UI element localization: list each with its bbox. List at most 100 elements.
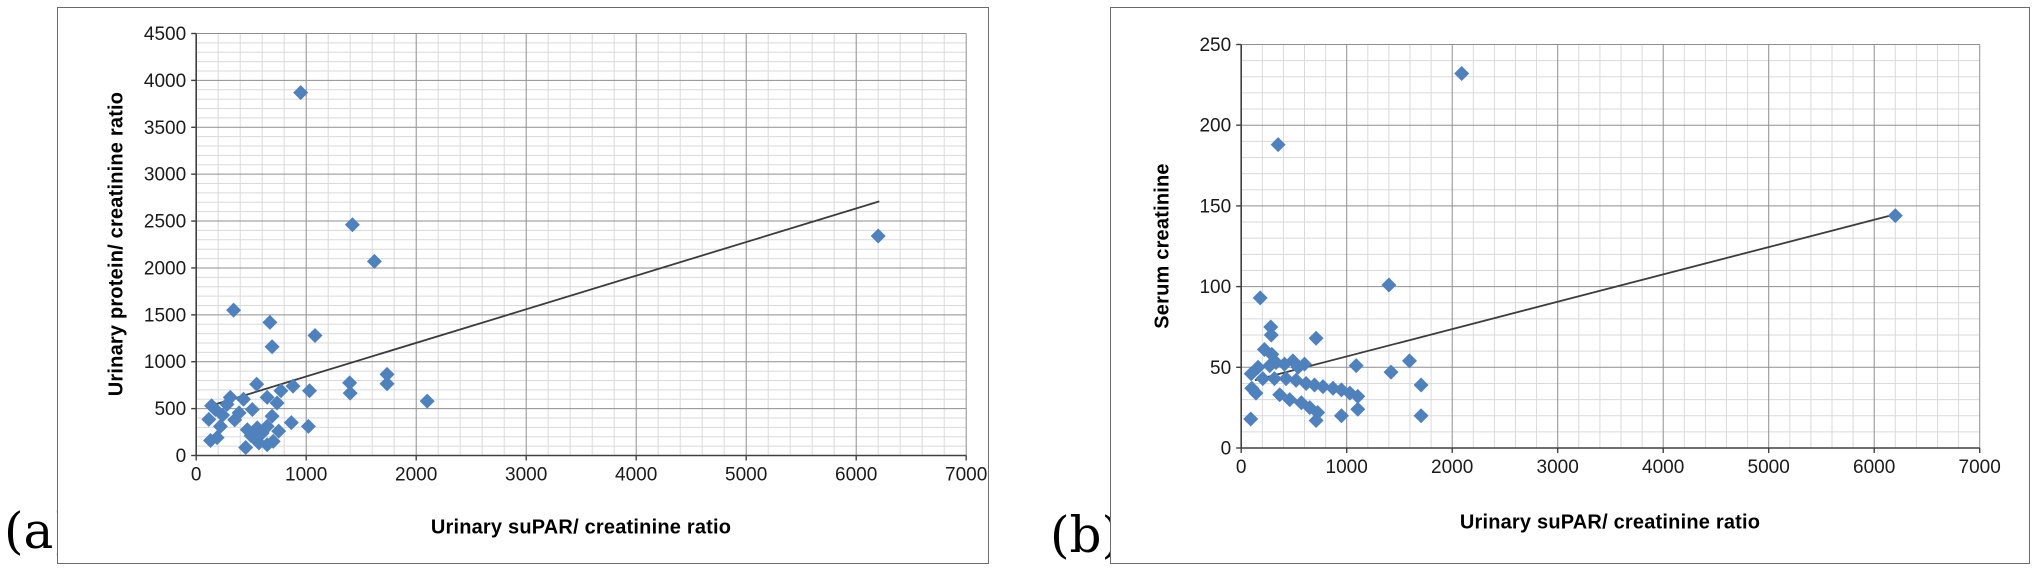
data-point-diamond: [300, 418, 316, 434]
major-gridlines: [1240, 44, 1981, 449]
data-point-diamond: [243, 428, 259, 444]
x-tick-label: 0: [191, 465, 202, 486]
data-point-diamond: [1282, 392, 1298, 408]
data-point-diamond: [1256, 342, 1272, 358]
data-point-diamond: [244, 402, 260, 418]
x-tick-label: 5000: [1748, 457, 1790, 478]
data-point-diamond: [203, 432, 218, 448]
x-tick-label: 7000: [945, 465, 987, 486]
data-point-diamond: [1315, 379, 1331, 395]
x-tick-label: 4000: [1642, 457, 1684, 478]
tick-labels: 0 1000 2000 3000 4000 5000 6000 7000 0 50 100 150 20…: [1199, 35, 2000, 478]
data-point-diamond: [379, 376, 395, 392]
y-tick-label: 50: [1210, 358, 1231, 379]
major-gridlines: [195, 33, 967, 456]
tick-labels: 0 1000 2000 3000 4000 5000 6000 7000 0 500 1000 150…: [144, 24, 987, 486]
data-point-diamond: [1272, 387, 1288, 403]
y-tick-label: 500: [154, 399, 186, 420]
x-tick-label: 0: [1236, 457, 1247, 478]
data-point-diamond: [419, 393, 435, 409]
data-point-diamond: [1333, 382, 1349, 398]
data-point-diamond: [259, 437, 275, 453]
panel-b-label: (b): [1050, 506, 1122, 564]
data-point-diamond: [1276, 356, 1292, 372]
data-point-diamond: [344, 217, 360, 233]
y-tick-label: 1000: [144, 352, 186, 373]
x-tick-label: 5000: [725, 465, 767, 486]
data-point-diamond: [1255, 371, 1271, 387]
minor-gridlines: [196, 33, 967, 456]
x-tick-label: 6000: [835, 465, 877, 486]
data-point-diamond: [1298, 375, 1314, 391]
x-tick-label: 4000: [615, 465, 657, 486]
data-point-diamond: [1290, 359, 1306, 375]
chart-a-y-axis-title: Urinary protein/ creatinine ratio: [105, 91, 128, 397]
trend-line-group: [206, 200, 880, 408]
x-tick-label: 1000: [1326, 457, 1368, 478]
data-point-diamond: [285, 378, 301, 394]
x-tick-label: 1000: [285, 465, 327, 486]
y-tick-label: 2500: [144, 212, 186, 233]
data-points: [201, 85, 886, 456]
trend-line-group: [1254, 213, 1897, 382]
data-point-diamond: [283, 415, 299, 431]
chart-a-x-axis-title: Urinary suPAR/ creatinine ratio: [430, 516, 732, 539]
data-point-diamond: [1348, 358, 1364, 374]
data-point-diamond: [1333, 408, 1349, 424]
data-point-diamond: [227, 412, 243, 428]
data-point-diamond: [307, 327, 323, 343]
data-point-diamond: [379, 366, 395, 382]
data-point-diamond: [366, 253, 382, 269]
data-point-diamond: [1413, 408, 1429, 424]
data-point-diamond: [1266, 371, 1282, 387]
data-point-diamond: [1350, 388, 1366, 404]
data-point-diamond: [259, 389, 275, 405]
y-tick-label: 250: [1199, 35, 1231, 56]
data-point-diamond: [342, 375, 358, 391]
chart-b-y-axis-title: Serum creatinine: [1151, 163, 1174, 329]
data-point-diamond: [1263, 319, 1279, 335]
chart-b-panel: 0 1000 2000 3000 4000 5000 6000 7000 0 50 100 150 20…: [1110, 7, 2030, 564]
data-point-diamond: [1454, 66, 1470, 82]
data-point-diamond: [1250, 359, 1266, 375]
x-tick-label: 6000: [1853, 457, 1895, 478]
trend-line: [1254, 213, 1897, 382]
data-point-diamond: [212, 418, 228, 434]
data-point-diamond: [1248, 385, 1264, 401]
data-point-diamond: [271, 423, 287, 439]
chart-b-plot: 0 1000 2000 3000 4000 5000 6000 7000 0 50 100 150 20…: [1199, 35, 2000, 478]
data-point-diamond: [1401, 353, 1417, 369]
data-point-diamond: [1243, 411, 1259, 427]
data-point-diamond: [870, 228, 886, 244]
x-tick-label: 2000: [395, 465, 437, 486]
data-point-diamond: [201, 411, 217, 427]
chart-a-panel: 0 1000 2000 3000 4000 5000 6000 7000 0 500 1000 150…: [57, 7, 989, 564]
chart-b-x-axis-title: Urinary suPAR/ creatinine ratio: [1459, 511, 1761, 534]
y-tick-label: 200: [1199, 116, 1231, 137]
y-tick-label: 1500: [144, 305, 186, 326]
data-point-diamond: [238, 440, 254, 456]
y-tick-label: 4000: [144, 71, 186, 92]
data-point-diamond: [1262, 358, 1278, 374]
data-point-diamond: [1264, 346, 1280, 362]
data-point-diamond: [236, 391, 251, 407]
data-point-diamond: [1252, 290, 1268, 306]
data-point-diamond: [1243, 366, 1259, 382]
data-point-diamond: [1413, 377, 1429, 393]
data-point-diamond: [1270, 137, 1286, 153]
axes: [191, 32, 967, 461]
data-point-diamond: [269, 395, 285, 411]
data-point-diamond: [1887, 208, 1903, 224]
x-tick-label: 7000: [1959, 457, 2001, 478]
data-point-diamond: [226, 302, 242, 318]
x-tick-label: 2000: [1431, 457, 1473, 478]
chart-a-plot: 0 1000 2000 3000 4000 5000 6000 7000 0 500 1000 150…: [144, 24, 987, 486]
data-points: [1243, 66, 1903, 429]
data-point-diamond: [264, 408, 280, 424]
data-point-diamond: [1383, 364, 1399, 380]
data-point-diamond: [264, 339, 280, 355]
data-point-diamond: [1302, 400, 1318, 416]
y-tick-label: 0: [176, 446, 187, 467]
y-tick-label: 2000: [144, 258, 186, 279]
y-tick-label: 3000: [144, 165, 186, 186]
